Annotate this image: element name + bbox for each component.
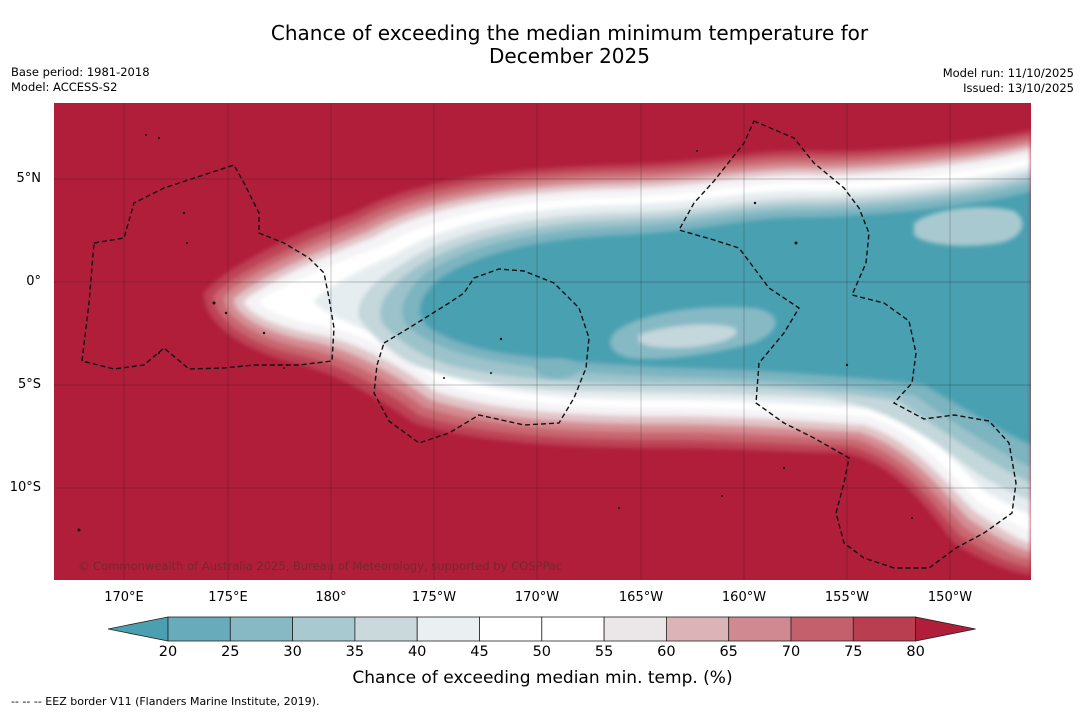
eez-tuvalu-kiribati-west: [81, 164, 335, 370]
colorbar-tick: 60: [657, 644, 676, 660]
colorbar-segment: [541, 616, 605, 642]
colorbar-extend-low: [108, 616, 169, 642]
colorbar-segment: [292, 616, 356, 642]
colorbar-label: Chance of exceeding median min. temp. (%…: [352, 668, 733, 688]
colorbar-tick: 45: [470, 644, 489, 660]
patch-central-core: [639, 324, 737, 348]
colorbar-segment: [603, 616, 667, 642]
colorbar-segment: [728, 616, 792, 642]
lon-tick: 175°W: [411, 590, 457, 605]
base-period: Base period: 1981-2018: [11, 65, 150, 79]
colorbar-tick: 65: [719, 644, 738, 660]
colorbar-segment: [790, 616, 854, 642]
issued-date: Issued: 13/10/2025: [963, 81, 1074, 95]
colorbar: [108, 616, 976, 642]
title-line-2: December 2025: [489, 44, 650, 68]
patch-south: [534, 358, 579, 379]
colorbar-tick: 30: [283, 644, 302, 660]
colorbar-tick: 25: [221, 644, 240, 660]
colorbar-tick: 50: [532, 644, 552, 660]
lon-tick: 165°W: [618, 590, 664, 605]
model-run: Model run: 11/10/2025: [942, 66, 1074, 80]
colorbar-segment: [354, 616, 418, 642]
eez-line-islands: [677, 120, 1017, 569]
chart-title: Chance of exceeding the median minimum t…: [0, 22, 1085, 68]
colorbar-tick: 70: [781, 644, 801, 660]
colorbar-segment: [416, 616, 480, 642]
model-name: Model: ACCESS-S2: [11, 80, 118, 94]
colorbar-tick: 20: [158, 644, 178, 660]
lat-tick: 5°S: [17, 377, 41, 392]
title-line-1: Chance of exceeding the median minimum t…: [270, 21, 869, 45]
lat-tick: 0°: [26, 274, 41, 289]
lon-tick: 155°W: [824, 590, 870, 605]
patch-east: [914, 207, 1023, 246]
forecast-map: [54, 103, 1031, 580]
run-info: Model run: 11/10/2025 Issued: 13/10/2025: [943, 66, 1074, 96]
colorbar-tick: 35: [345, 644, 365, 660]
lon-tick: 150°W: [927, 590, 973, 605]
colorbar-segment: [666, 616, 730, 642]
copyright-notice: © Commonwealth of Australia 2025, Bureau…: [78, 559, 563, 573]
eez-phoenix: [373, 268, 590, 444]
colorbar-extend-high: [915, 616, 976, 642]
gridlines: [54, 103, 1031, 580]
colorbar-segment: [167, 616, 231, 642]
inner-patches: [534, 207, 1023, 379]
lon-tick: 160°W: [721, 590, 767, 605]
lon-tick: 175°E: [208, 590, 248, 605]
eez-borders: [81, 120, 1017, 569]
colorbar-tick: 80: [906, 644, 925, 660]
colorbar-segment: [229, 616, 294, 642]
colorbar-segment: [852, 616, 916, 642]
colorbar-tick: 75: [844, 644, 863, 660]
lat-tick: 5°N: [16, 171, 42, 186]
lat-tick: 10°S: [9, 480, 41, 495]
colorbar-tick: 40: [407, 644, 427, 660]
colorbar-tick: 55: [594, 644, 614, 660]
colorbar-segment: [479, 616, 543, 642]
colorbar-segments: [108, 616, 976, 642]
base-info: Base period: 1981-2018 Model: ACCESS-S2: [11, 65, 150, 95]
lon-tick: 170°E: [104, 590, 144, 605]
eez-legend: -- -- -- EEZ border V11 (Flanders Marine…: [11, 695, 320, 708]
lon-tick: 170°W: [514, 590, 560, 605]
islands: [77, 134, 913, 532]
lon-tick: 180°: [315, 590, 347, 605]
